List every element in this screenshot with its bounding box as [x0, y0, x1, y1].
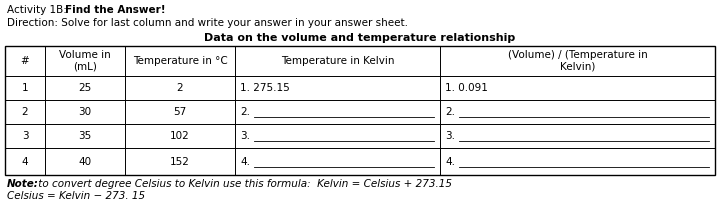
- Text: Temperature in °C: Temperature in °C: [132, 56, 228, 66]
- Text: 2.: 2.: [445, 107, 455, 117]
- Text: Volume in
(mL): Volume in (mL): [59, 50, 111, 72]
- Text: Temperature in Kelvin: Temperature in Kelvin: [281, 56, 395, 66]
- Text: 2.: 2.: [240, 107, 250, 117]
- Text: 3.: 3.: [445, 131, 455, 141]
- Text: 2: 2: [22, 107, 28, 117]
- Text: 4.: 4.: [445, 157, 455, 166]
- Text: Celsius = Kelvin − 273. 15: Celsius = Kelvin − 273. 15: [7, 191, 145, 201]
- Bar: [5, 46, 715, 175]
- Text: Note:: Note:: [7, 179, 39, 189]
- Text: Data on the volume and temperature relationship: Data on the volume and temperature relat…: [204, 33, 516, 43]
- Text: 3.: 3.: [240, 131, 250, 141]
- Text: (Volume) / (Temperature in
Kelvin): (Volume) / (Temperature in Kelvin): [508, 50, 647, 72]
- Text: 1. 275.15: 1. 275.15: [240, 83, 289, 93]
- Text: 152: 152: [170, 157, 190, 166]
- Text: 25: 25: [78, 83, 91, 93]
- Text: 4.: 4.: [240, 157, 250, 166]
- Text: to convert degree Celsius to Kelvin use this formula:  Kelvin = Celsius + 273.15: to convert degree Celsius to Kelvin use …: [35, 179, 452, 189]
- Text: 3: 3: [22, 131, 28, 141]
- Text: 1: 1: [22, 83, 28, 93]
- Text: 35: 35: [78, 131, 91, 141]
- Text: 57: 57: [174, 107, 186, 117]
- Text: 40: 40: [78, 157, 91, 166]
- Text: 4: 4: [22, 157, 28, 166]
- Text: 102: 102: [170, 131, 190, 141]
- Text: 1. 0.091: 1. 0.091: [445, 83, 488, 93]
- Text: Activity 1B:: Activity 1B:: [7, 5, 70, 15]
- Text: 30: 30: [78, 107, 91, 117]
- Text: Direction: Solve for last column and write your answer in your answer sheet.: Direction: Solve for last column and wri…: [7, 18, 408, 28]
- Text: #: #: [21, 56, 30, 66]
- Text: 2: 2: [176, 83, 184, 93]
- Text: Find the Answer!: Find the Answer!: [65, 5, 166, 15]
